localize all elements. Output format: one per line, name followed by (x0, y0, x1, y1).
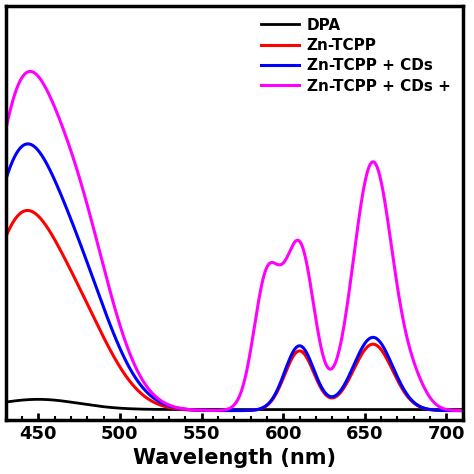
Zn-TCPP (455, 408, 460, 413)
Zn-TCPP (368, 342, 374, 347)
Line: Zn-TCPP + CDs: Zn-TCPP + CDs (0, 144, 471, 410)
X-axis label: Wavelength (nm): Wavelength (nm) (133, 448, 336, 468)
Line: Zn-TCPP: Zn-TCPP (0, 210, 471, 410)
Zn-TCPP + CDs + (368, 161, 374, 167)
Zn-TCPP + CDs + (468, 408, 474, 413)
Zn-TCPP + CDs + (18, 75, 24, 81)
Zn-TCPP (25, 208, 30, 213)
Zn-TCPP (468, 408, 474, 413)
Zn-TCPP + CDs (25, 141, 31, 147)
Legend: DPA, Zn-TCPP, Zn-TCPP + CDs, Zn-TCPP + CDs +: DPA, Zn-TCPP, Zn-TCPP + CDs, Zn-TCPP + C… (256, 13, 455, 99)
Zn-TCPP + CDs + (212, 408, 218, 413)
Zn-TCPP (18, 210, 24, 215)
Zn-TCPP + CDs (18, 144, 24, 150)
DPA (18, 397, 24, 403)
DPA (392, 407, 398, 412)
DPA (468, 407, 474, 412)
Zn-TCPP + CDs (225, 408, 231, 413)
DPA (455, 407, 460, 412)
Zn-TCPP (455, 408, 460, 413)
DPA (35, 396, 41, 402)
Zn-TCPP + CDs (455, 408, 460, 413)
Zn-TCPP + CDs (212, 408, 218, 413)
DPA (212, 407, 218, 412)
Line: Zn-TCPP + CDs +: Zn-TCPP + CDs + (0, 72, 471, 410)
DPA (368, 407, 374, 412)
Zn-TCPP (225, 408, 231, 413)
Zn-TCPP + CDs (468, 408, 474, 413)
Zn-TCPP + CDs + (27, 69, 33, 74)
DPA (455, 407, 461, 412)
Line: DPA: DPA (0, 399, 471, 410)
Zn-TCPP + CDs (455, 408, 460, 413)
Zn-TCPP (212, 408, 218, 413)
Zn-TCPP + CDs (368, 335, 374, 341)
Zn-TCPP + CDs + (225, 406, 231, 412)
DPA (225, 407, 231, 412)
Zn-TCPP + CDs + (455, 408, 460, 413)
Zn-TCPP + CDs + (455, 408, 460, 413)
